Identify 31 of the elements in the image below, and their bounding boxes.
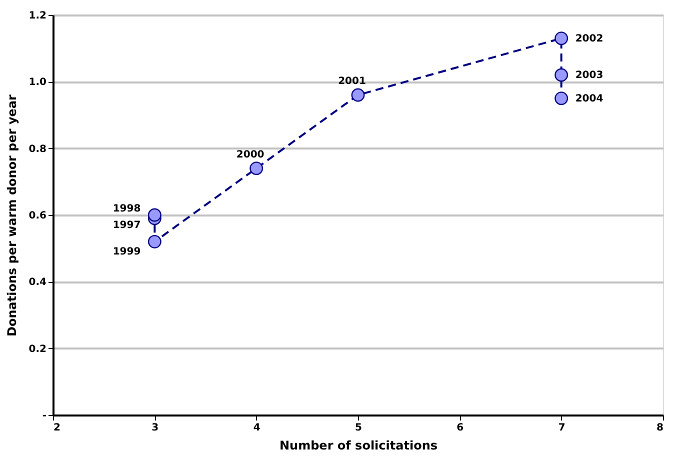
point bbox=[250, 162, 264, 176]
y-axis-title: Donations per warm donor per year bbox=[4, 94, 19, 336]
point bbox=[554, 92, 568, 106]
annotation: 1997 bbox=[112, 220, 141, 231]
point bbox=[148, 208, 162, 222]
annotation: 2000 bbox=[236, 149, 264, 160]
y-tick-label: 0.8 bbox=[28, 144, 47, 155]
y-tick-label: 0.2 bbox=[28, 344, 47, 355]
y-tick-label: 1.0 bbox=[28, 77, 47, 88]
y-tick-label: 1.2 bbox=[28, 10, 47, 22]
annotation: 1998 bbox=[112, 203, 141, 214]
annotation: 2001 bbox=[338, 76, 366, 87]
x-tick-label: 5 bbox=[355, 422, 362, 434]
x-tick-label: 4 bbox=[253, 422, 260, 434]
y-tick-label: 0.4 bbox=[28, 277, 47, 288]
x-tick-label: 6 bbox=[456, 422, 464, 434]
point bbox=[554, 32, 568, 46]
x-tick-label: 7 bbox=[558, 422, 566, 434]
y-tick-label: - bbox=[42, 410, 46, 422]
x-tick-label: 8 bbox=[656, 422, 664, 434]
point bbox=[351, 88, 365, 102]
point bbox=[554, 68, 568, 82]
x-tick-label: 3 bbox=[152, 422, 159, 434]
annotation: 2003 bbox=[575, 70, 604, 81]
annotation: 2004 bbox=[575, 93, 604, 104]
point bbox=[148, 234, 162, 248]
y-tick-label: 0.6 bbox=[28, 210, 47, 222]
annotation: 2002 bbox=[575, 33, 604, 44]
annotation: 1999 bbox=[112, 246, 141, 258]
x-tick-label: 2 bbox=[54, 422, 60, 434]
x-axis-title: Number of solicitations bbox=[279, 438, 438, 452]
